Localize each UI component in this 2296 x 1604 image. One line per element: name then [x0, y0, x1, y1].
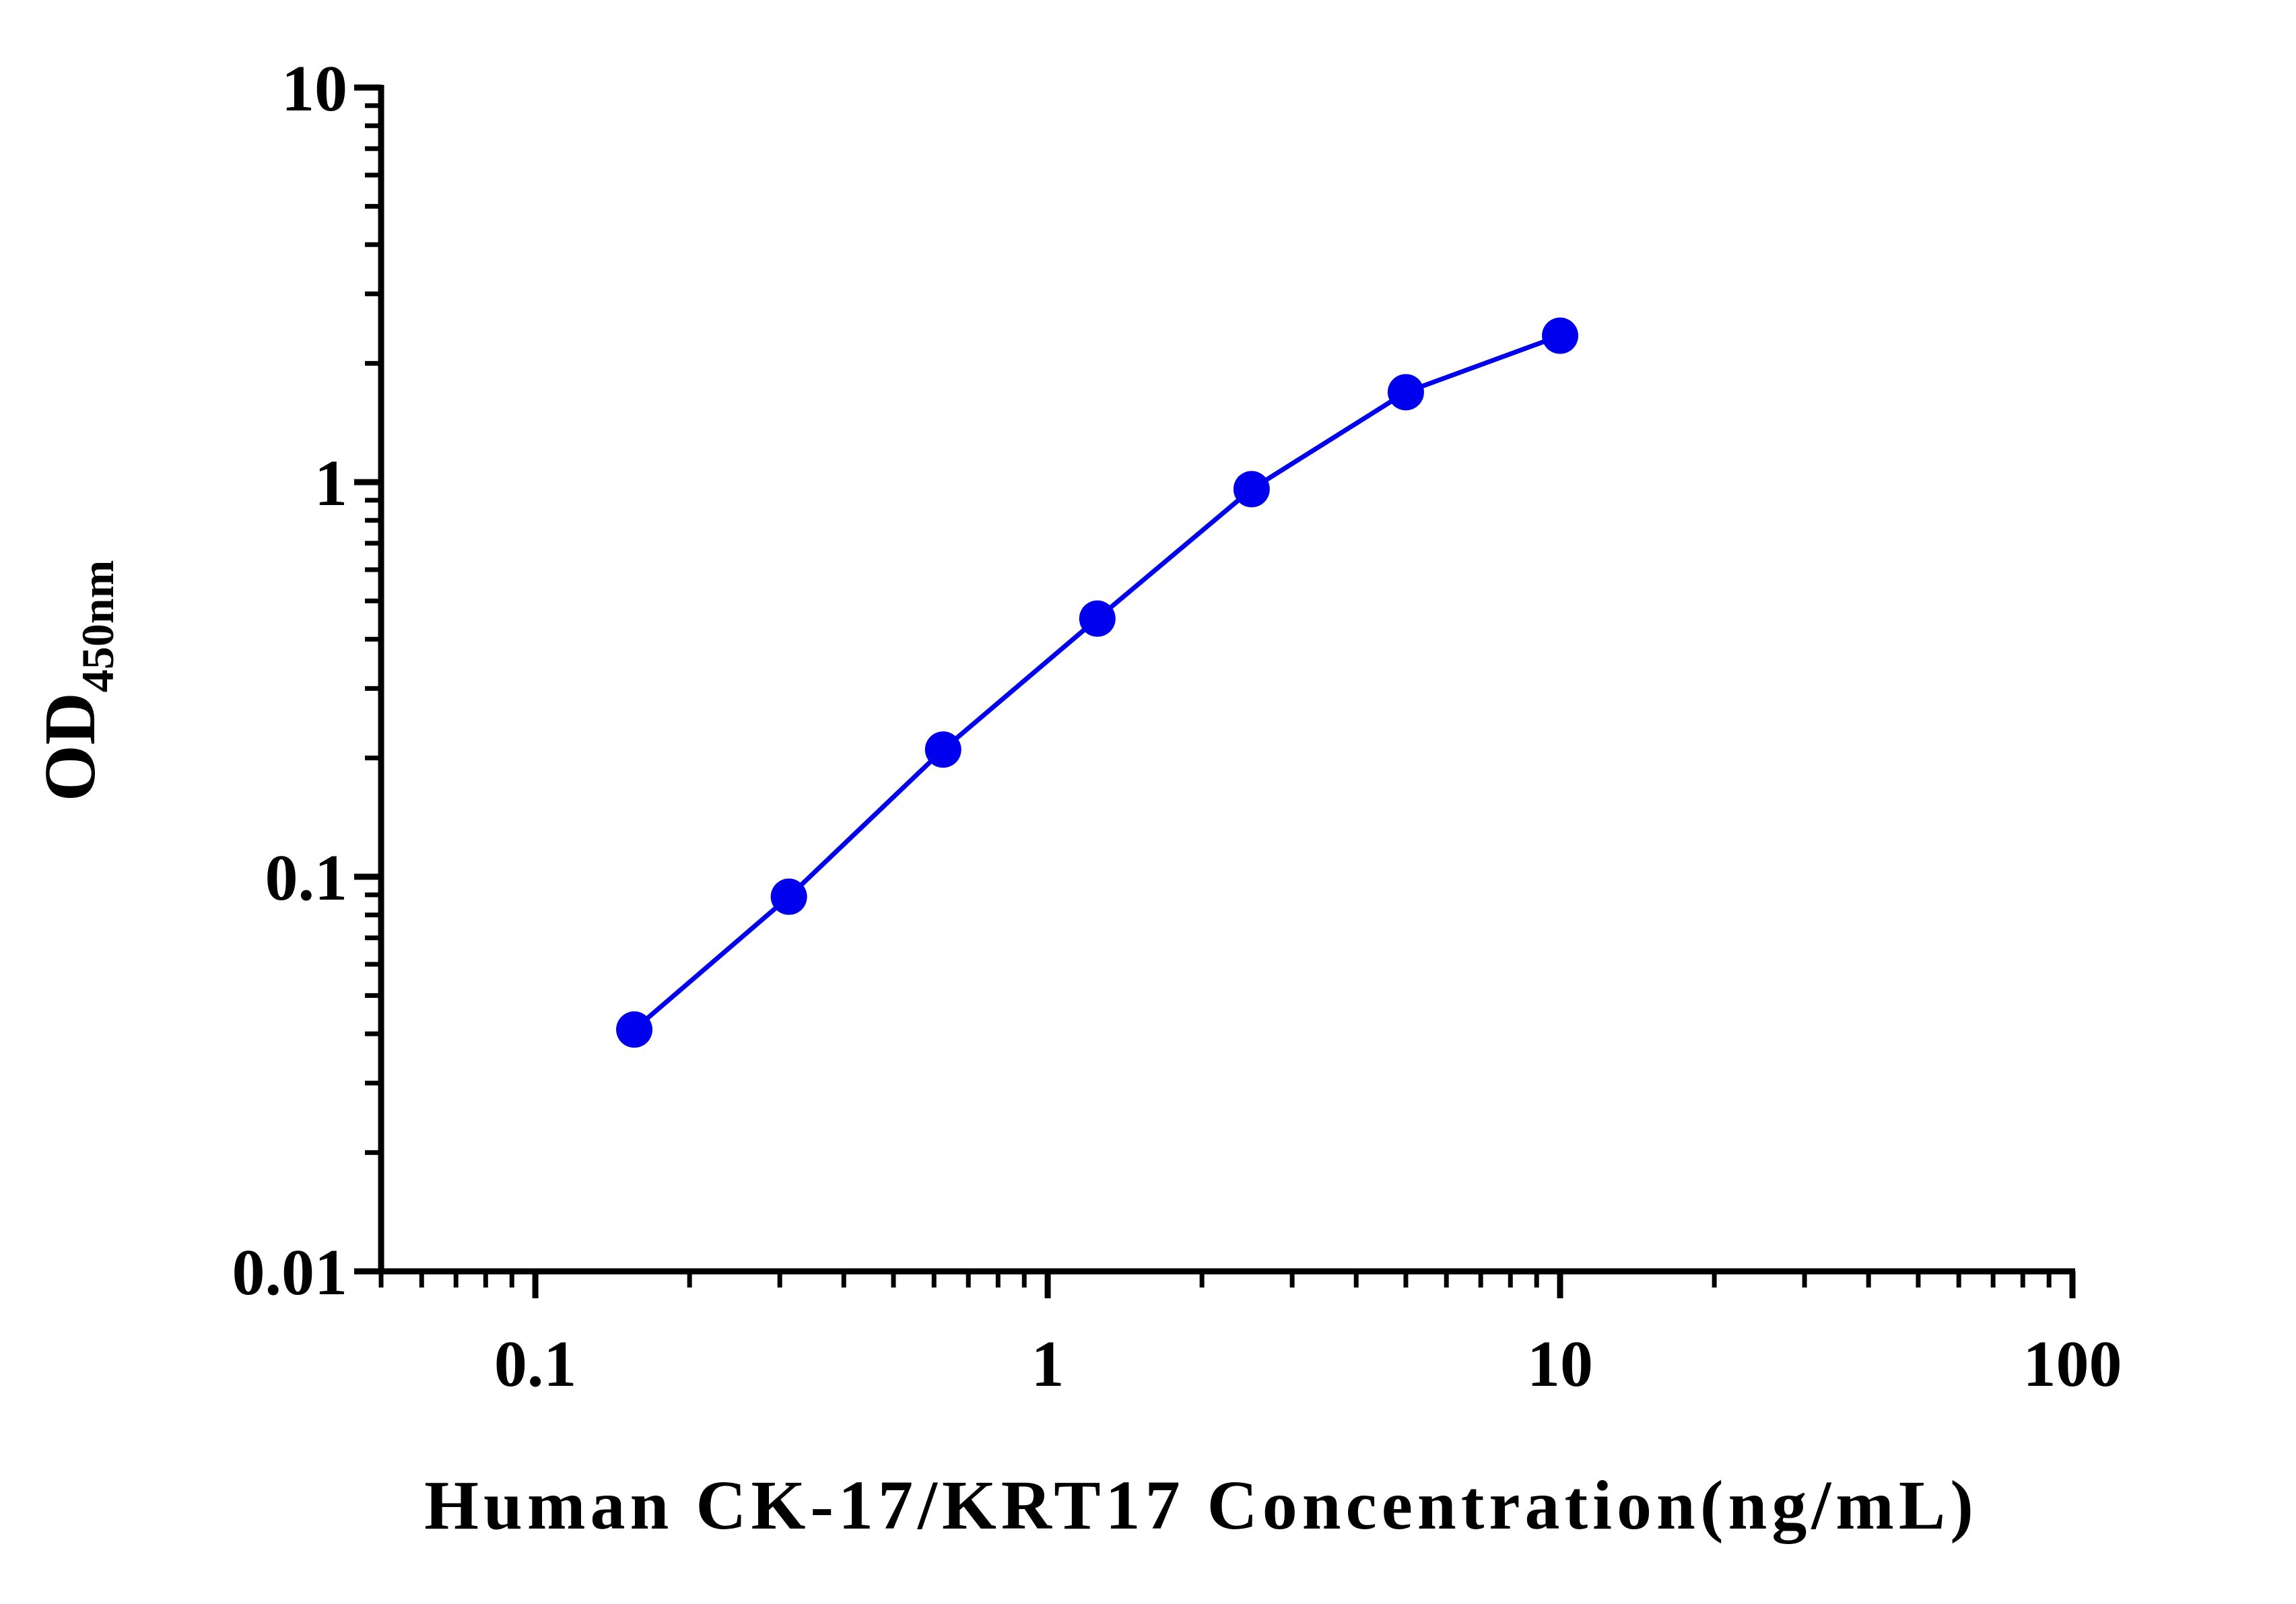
- marker: [924, 731, 961, 768]
- marker: [1542, 317, 1579, 354]
- marker: [1387, 374, 1424, 411]
- y-axis-label: OD450nm: [30, 560, 123, 801]
- marker: [1233, 471, 1270, 508]
- y-tick-label: 0.1: [265, 842, 348, 914]
- marker: [770, 878, 807, 915]
- x-tick-label: 1: [1032, 1328, 1065, 1401]
- x-tick-label: 0.1: [494, 1328, 577, 1401]
- y-axis-label-main: OD: [30, 692, 110, 801]
- marker: [616, 1011, 653, 1048]
- x-axis-label: Human CK-17/KRT17 Concentration(ng/mL): [424, 1467, 1978, 1544]
- x-tick-label: 10: [1527, 1328, 1593, 1401]
- marker: [1079, 600, 1116, 637]
- x-tick-label: 100: [2023, 1328, 2122, 1401]
- y-tick-label: 1: [314, 447, 347, 520]
- line: [632, 333, 1561, 1032]
- y-tick-label: 0.01: [232, 1236, 348, 1309]
- y-axis-label-subscript: 450nm: [72, 560, 123, 692]
- y-tick-label: 10: [281, 53, 347, 125]
